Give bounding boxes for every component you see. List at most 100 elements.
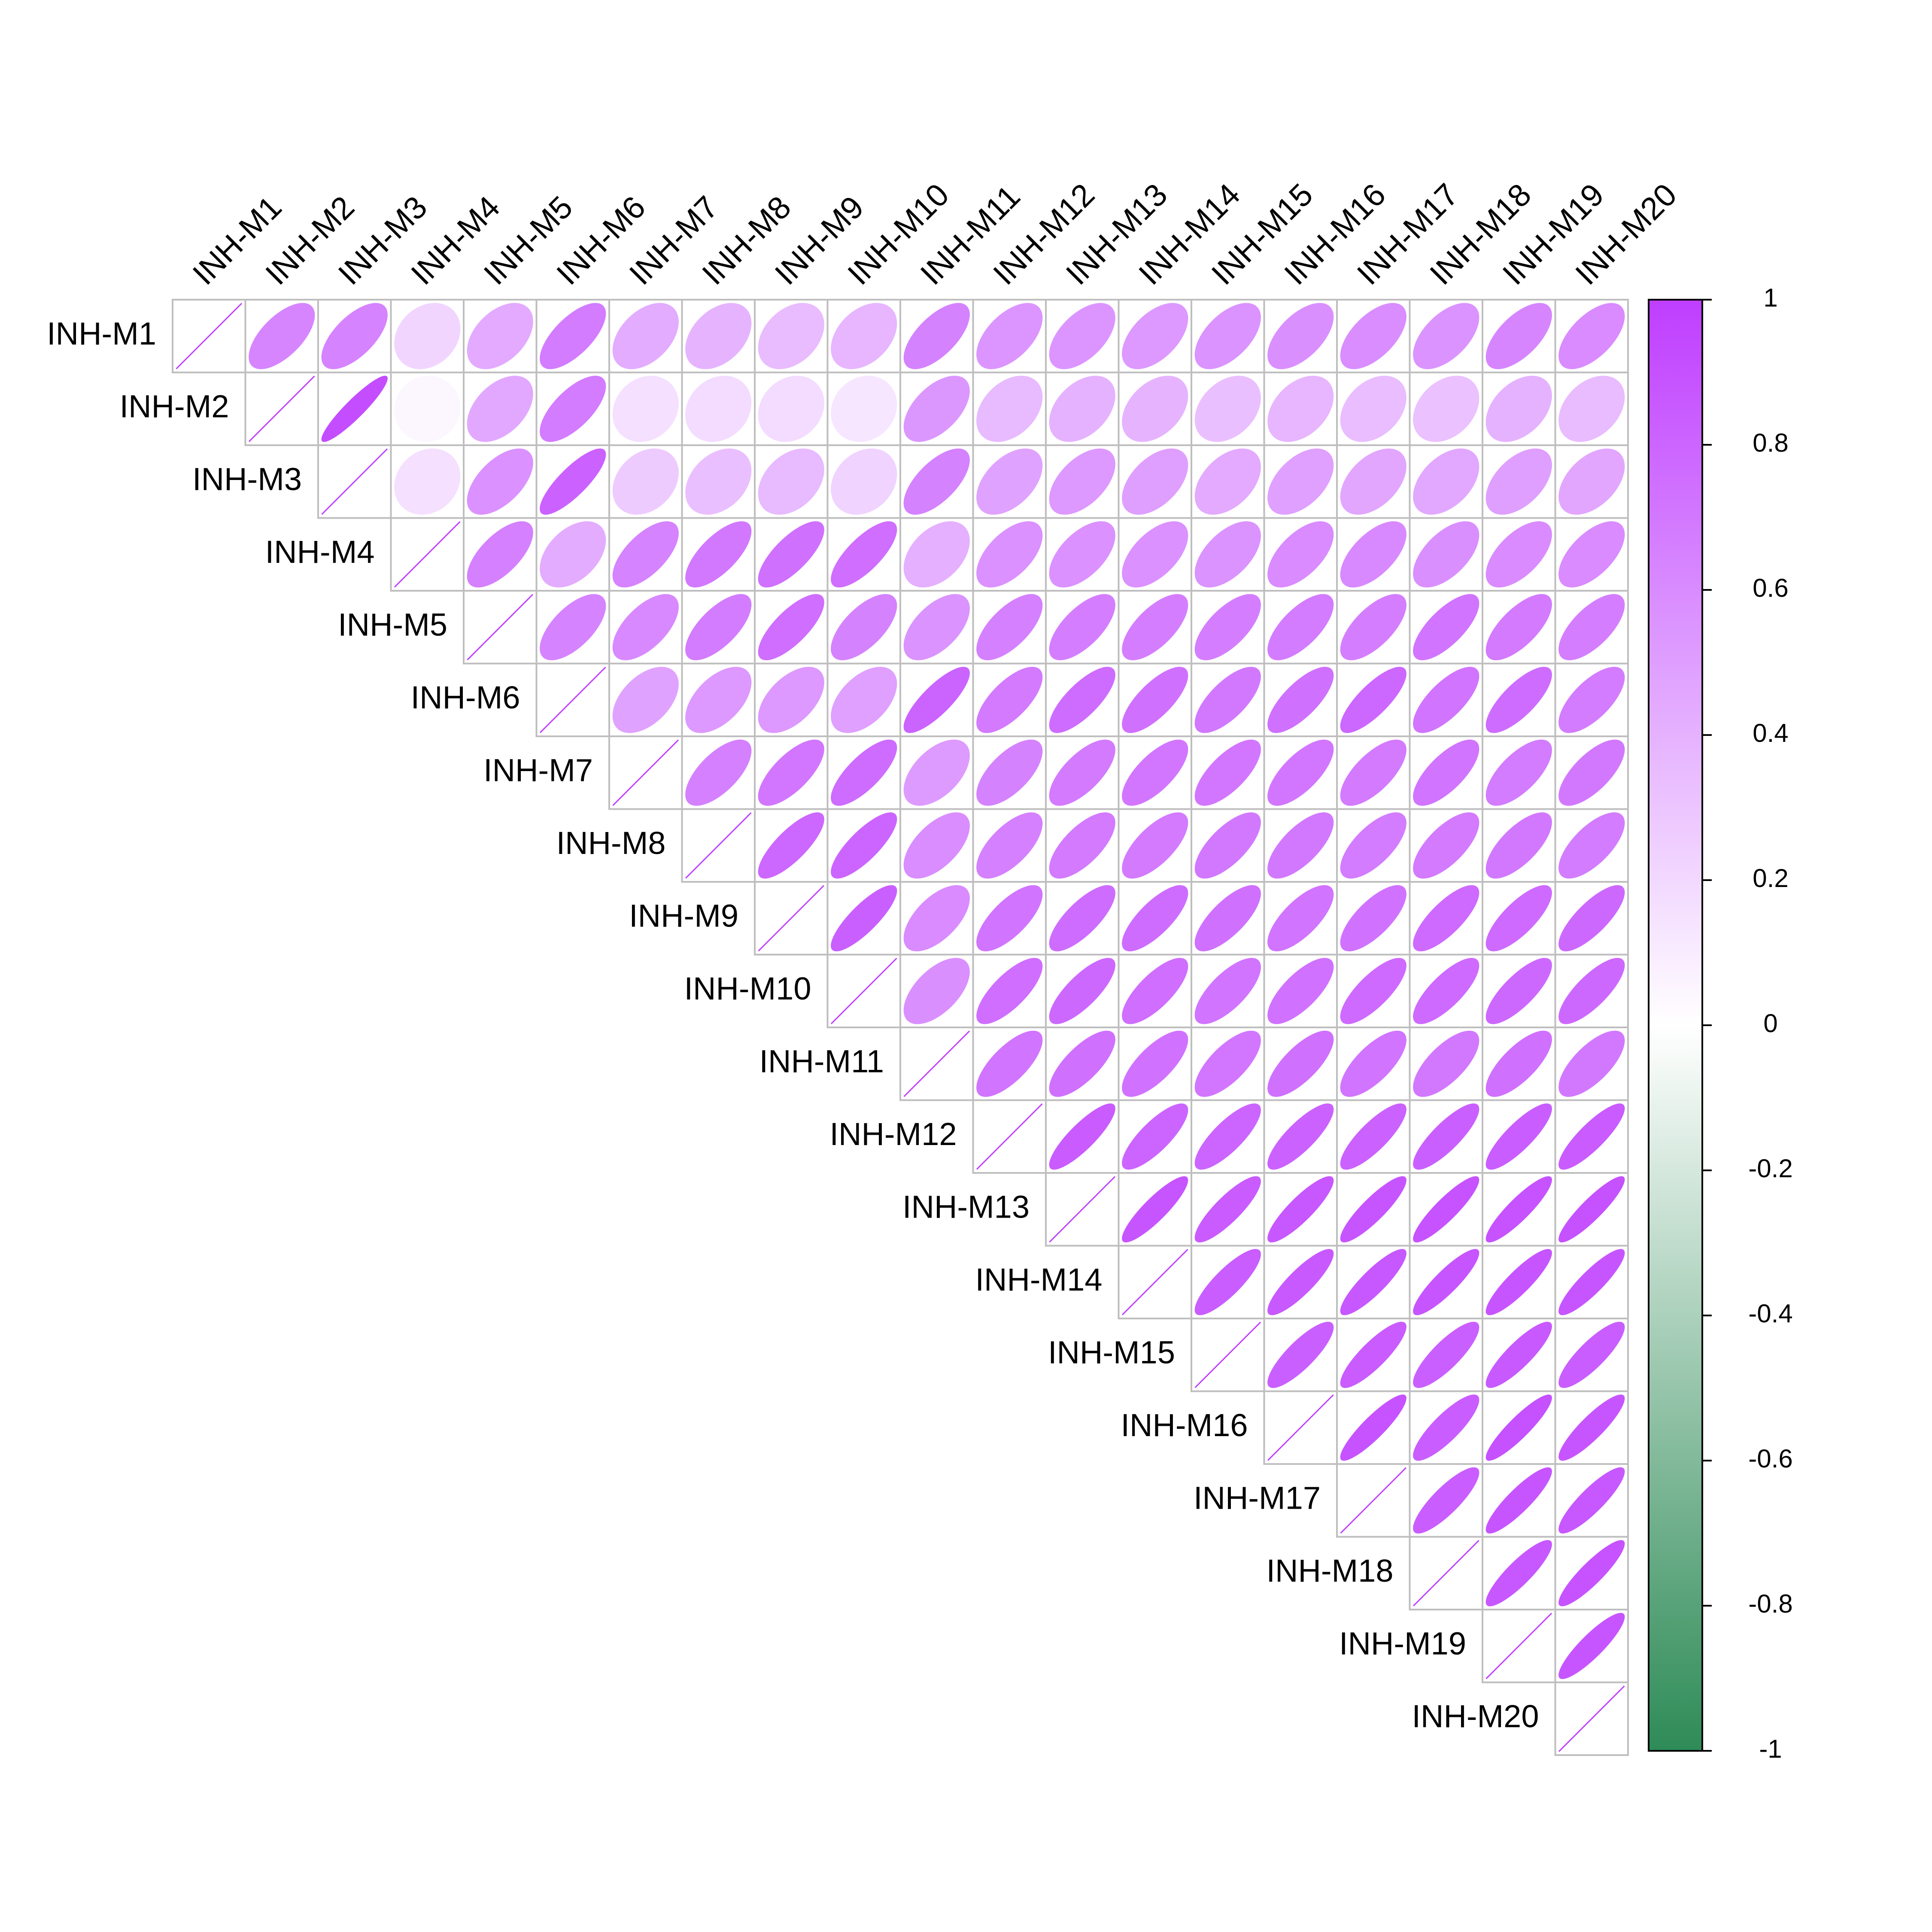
correlation-ellipse — [1122, 303, 1188, 369]
correlation-ellipse — [1558, 1394, 1625, 1461]
correlation-cell — [1554, 1027, 1629, 1101]
column-labels: INH-M1INH-M2INH-M3INH-M4INH-M5INH-M6INH-… — [186, 176, 1684, 292]
correlation-cell — [1409, 808, 1483, 883]
correlation-cell — [754, 735, 829, 810]
correlation-ellipse — [1194, 1249, 1261, 1315]
correlation-ellipse — [1049, 594, 1115, 660]
correlation-cell — [681, 444, 756, 519]
correlation-ellipse — [1413, 667, 1479, 733]
colorbar-tick-label: -0.8 — [1748, 1589, 1792, 1618]
correlation-cell — [1263, 808, 1338, 883]
diagonal-line — [1121, 1249, 1188, 1315]
correlation-ellipse — [758, 376, 824, 442]
correlation-ellipse — [1340, 739, 1406, 806]
correlation-ellipse — [1558, 1030, 1625, 1097]
correlation-ellipse — [976, 303, 1043, 369]
correlation-cell — [463, 444, 538, 519]
correlation-ellipse — [903, 521, 970, 588]
correlation-cell — [1118, 808, 1192, 883]
correlation-cell — [1118, 1027, 1192, 1101]
correlation-ellipse — [976, 594, 1043, 660]
correlation-ellipse — [1194, 448, 1261, 515]
row-label: INH-M19 — [1339, 1625, 1466, 1661]
correlation-cell — [608, 590, 683, 665]
correlation-cell — [1554, 954, 1629, 1028]
correlation-ellipse — [831, 376, 897, 442]
correlation-cell — [1482, 808, 1556, 883]
correlation-cell — [826, 881, 901, 956]
correlation-cell — [1554, 1099, 1629, 1174]
diagonal-line — [1267, 1394, 1334, 1461]
correlation-ellipse — [1267, 958, 1334, 1024]
correlation-cell — [1263, 1245, 1338, 1319]
correlation-ellipse — [1413, 303, 1479, 369]
correlation-cell — [535, 590, 610, 665]
correlation-cell — [1263, 1390, 1338, 1465]
correlation-ellipse — [903, 594, 970, 660]
correlation-ellipse — [1485, 376, 1552, 442]
correlation-ellipse — [758, 739, 824, 806]
correlation-ellipse — [1049, 303, 1115, 369]
correlation-cell — [1336, 735, 1411, 810]
correlation-cell — [1118, 954, 1192, 1028]
correlation-ellipse — [1122, 1030, 1188, 1097]
correlation-cell — [899, 1027, 974, 1101]
correlation-cell — [1191, 662, 1265, 737]
correlation-cell — [1409, 517, 1483, 592]
correlation-cell — [1409, 1390, 1483, 1465]
diagonal-line — [612, 739, 679, 806]
correlation-ellipse — [685, 594, 752, 660]
correlation-cell — [826, 590, 901, 665]
correlation-ellipse — [758, 448, 824, 515]
correlation-ellipse — [903, 303, 970, 369]
correlation-ellipse — [1413, 1394, 1479, 1461]
correlation-ellipse — [1267, 1249, 1334, 1315]
row-label: INH-M11 — [759, 1043, 884, 1079]
correlation-cell — [826, 299, 901, 374]
correlation-cell — [1409, 299, 1483, 374]
correlation-ellipse — [1194, 1103, 1261, 1170]
correlation-ellipse — [540, 448, 606, 515]
correlation-ellipse — [1558, 376, 1625, 442]
correlation-ellipse — [1485, 1176, 1552, 1242]
correlation-ellipse — [540, 594, 606, 660]
correlation-ellipse — [1049, 958, 1115, 1024]
correlation-ellipse — [1485, 667, 1552, 733]
correlation-ellipse — [467, 376, 533, 442]
correlation-cell — [1191, 1318, 1265, 1392]
diagonal-line — [1485, 1613, 1552, 1680]
diagonal-line — [685, 812, 752, 879]
correlation-cell — [1191, 1172, 1265, 1247]
correlation-ellipse — [1558, 1176, 1625, 1242]
correlation-cell — [1045, 662, 1120, 737]
correlation-ellipse — [1558, 885, 1625, 951]
correlation-cell — [1482, 1172, 1556, 1247]
row-label: INH-M18 — [1266, 1553, 1393, 1589]
correlation-cell — [1409, 954, 1483, 1028]
correlation-ellipse — [1267, 1176, 1334, 1242]
row-label: INH-M3 — [192, 461, 302, 497]
correlation-ellipse — [1340, 812, 1406, 879]
correlation-cell — [1554, 590, 1629, 665]
correlation-cell — [1482, 517, 1556, 592]
correlation-cell — [1554, 808, 1629, 883]
correlation-ellipse — [903, 958, 970, 1024]
correlation-ellipse — [1122, 958, 1188, 1024]
correlation-cell — [972, 808, 1047, 883]
correlation-cell — [1482, 1390, 1556, 1465]
correlation-cell — [608, 735, 683, 810]
correlation-cell — [608, 517, 683, 592]
correlation-cell — [1118, 299, 1192, 374]
correlation-cell — [1336, 517, 1411, 592]
correlation-ellipse — [903, 376, 970, 442]
correlation-ellipse — [976, 958, 1043, 1024]
correlation-cell — [1045, 517, 1120, 592]
correlation-ellipse — [1340, 1030, 1406, 1097]
correlation-ellipse — [1049, 376, 1115, 442]
correlation-cell — [1409, 1027, 1483, 1101]
correlation-ellipse — [1340, 1103, 1406, 1170]
correlation-cell — [1482, 1027, 1556, 1101]
correlation-ellipse — [685, 376, 752, 442]
correlation-ellipse — [1267, 594, 1334, 660]
correlation-cell — [1482, 954, 1556, 1028]
